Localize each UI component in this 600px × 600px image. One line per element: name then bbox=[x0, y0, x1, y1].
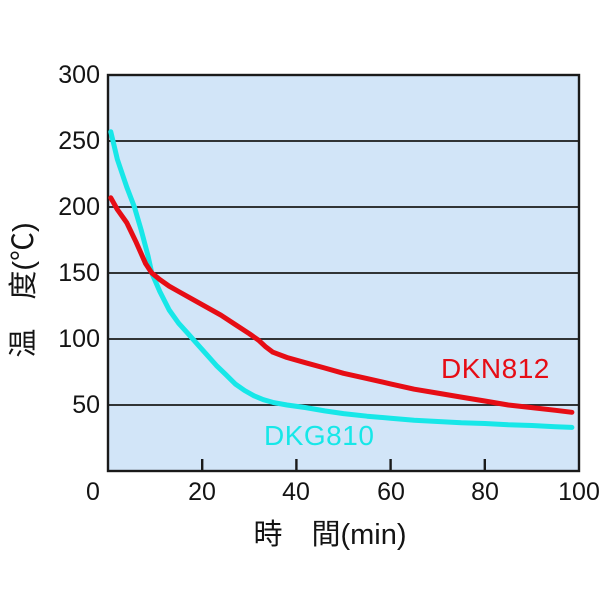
y-tick-label-100: 100 bbox=[58, 325, 100, 353]
series-label-dkn812: DKN812 bbox=[441, 353, 550, 384]
x-tick-label-40: 40 bbox=[282, 478, 310, 506]
x-tick-label-20: 20 bbox=[188, 478, 216, 506]
x-tick-label-0: 0 bbox=[86, 478, 100, 506]
x-tick-label-80: 80 bbox=[471, 478, 499, 506]
x-tick-label-100: 100 bbox=[558, 478, 600, 506]
x-axis-title: 時 間(min) bbox=[253, 519, 407, 551]
y-tick-label-50: 50 bbox=[72, 391, 100, 419]
y-tick-label-200: 200 bbox=[58, 193, 100, 221]
series-label-dkg810: DKG810 bbox=[264, 420, 375, 451]
y-tick-label-250: 250 bbox=[58, 127, 100, 155]
series-line-dkn812 bbox=[108, 195, 575, 415]
y-tick-label-300: 300 bbox=[58, 61, 100, 89]
series-line-dkg810 bbox=[108, 129, 575, 430]
y-axis-title: 温 度(℃) bbox=[8, 222, 40, 358]
y-tick-label-150: 150 bbox=[58, 259, 100, 287]
x-tick-label-60: 60 bbox=[377, 478, 405, 506]
